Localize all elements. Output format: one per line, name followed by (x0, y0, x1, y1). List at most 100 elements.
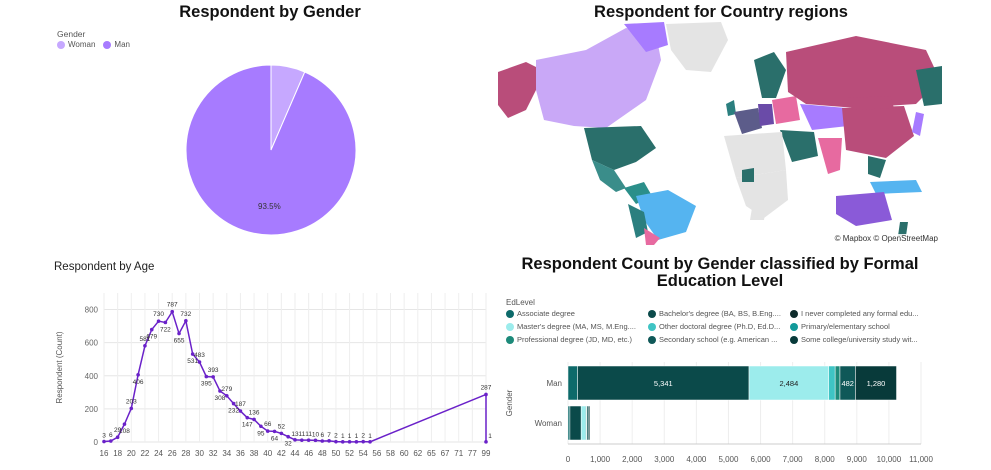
map-region-china[interactable] (842, 106, 914, 158)
education-legend-item[interactable]: Primary/elementary school (790, 322, 890, 331)
map-region-far-east[interactable] (916, 66, 942, 106)
map-region-mexico[interactable] (592, 160, 626, 192)
age-data-point[interactable] (361, 439, 366, 444)
age-data-point[interactable] (102, 439, 106, 444)
education-bar-segment[interactable] (587, 405, 591, 441)
map-region-indonesia[interactable] (870, 180, 922, 194)
map-region-europe-west[interactable] (734, 108, 762, 134)
map-region-japan[interactable] (912, 112, 924, 136)
age-x-tick-label: 99 (482, 449, 491, 458)
age-data-point[interactable] (204, 374, 209, 379)
map-region-india[interactable] (818, 138, 842, 174)
education-legend-item[interactable]: Other doctoral degree (Ph.D, Ed.D... (648, 322, 780, 331)
age-data-point[interactable] (231, 401, 236, 406)
map-region-eastern-europe[interactable] (772, 96, 800, 124)
age-data-point[interactable] (279, 431, 284, 436)
map-region-mongolia[interactable] (848, 96, 894, 110)
education-bar-segment[interactable] (580, 405, 586, 441)
age-data-point[interactable] (334, 439, 338, 444)
age-data-point[interactable] (190, 352, 195, 356)
age-data-point[interactable] (272, 429, 277, 434)
age-data-point[interactable] (354, 440, 359, 444)
map-region-middle-east[interactable] (780, 130, 818, 162)
education-stacked-bar-chart[interactable]: 0 1,000 2,000 3,000 4,000 5,000 6,000 7,000 8,00… (496, 250, 944, 470)
age-data-label: 1 (341, 433, 345, 440)
age-data-point[interactable] (484, 440, 488, 444)
age-data-point[interactable] (313, 438, 318, 443)
education-bar-segment[interactable] (748, 365, 829, 401)
age-data-point[interactable] (218, 389, 222, 393)
age-data-point[interactable] (143, 344, 147, 348)
education-legend-item[interactable]: Professional degree (JD, MD, etc.) (506, 335, 632, 344)
age-data-point[interactable] (286, 434, 290, 439)
education-x-tick-label: 0 (566, 455, 571, 464)
gender-pie-chart[interactable]: 93.5% (0, 0, 495, 250)
age-data-point[interactable] (306, 438, 311, 442)
education-bar-segment[interactable] (569, 405, 582, 441)
education-legend-item[interactable]: Associate degree (506, 309, 575, 318)
age-data-point[interactable] (484, 392, 488, 397)
age-data-point[interactable] (300, 438, 304, 442)
age-data-point[interactable] (327, 439, 331, 443)
education-bar-segment[interactable] (567, 365, 578, 401)
age-data-point[interactable] (170, 309, 175, 314)
age-data-point[interactable] (293, 438, 297, 442)
map-region-peru[interactable] (628, 204, 648, 238)
age-data-point[interactable] (109, 439, 113, 443)
map-region-southeast-asia[interactable] (868, 156, 886, 178)
age-data-point[interactable] (149, 327, 154, 332)
map-region-argentina[interactable] (644, 228, 660, 245)
age-data-point[interactable] (184, 319, 188, 323)
age-data-point[interactable] (156, 319, 161, 323)
age-data-point[interactable] (224, 394, 229, 398)
age-data-label: 3 (102, 433, 106, 440)
education-legend-item[interactable]: Bachelor's degree (BA, BS, B.Eng.... (648, 309, 781, 318)
age-data-point[interactable] (211, 375, 215, 379)
age-data-point[interactable] (177, 331, 181, 336)
age-data-point[interactable] (238, 409, 243, 413)
map-region-south-africa[interactable] (750, 206, 766, 220)
age-data-point[interactable] (245, 415, 250, 420)
map-region-greenland[interactable] (666, 22, 728, 72)
map-region-usa[interactable] (584, 126, 656, 170)
education-bar-segment[interactable] (828, 365, 836, 401)
age-data-point[interactable] (259, 424, 263, 429)
map-region-nigeria[interactable] (742, 168, 754, 182)
age-data-label: 187 (235, 401, 246, 408)
age-data-point[interactable] (129, 406, 134, 411)
age-data-point[interactable] (122, 422, 127, 426)
map-region-north-africa[interactable] (724, 132, 786, 178)
age-data-point[interactable] (340, 440, 345, 444)
map-region-australia[interactable] (836, 192, 892, 226)
age-data-point[interactable] (163, 320, 168, 325)
map-region-kazakhstan[interactable] (800, 104, 848, 130)
map-region-new-zealand[interactable] (898, 222, 908, 236)
map-region-brazil[interactable] (636, 190, 696, 240)
education-legend-item[interactable]: Some college/university study wit... (790, 335, 918, 344)
age-data-point[interactable] (320, 439, 325, 443)
education-bar-segment[interactable] (567, 405, 571, 441)
map-region-canada-north[interactable] (624, 22, 668, 52)
pie-slice-man[interactable] (185, 64, 357, 236)
age-data-point[interactable] (197, 360, 202, 364)
world-map[interactable] (496, 0, 944, 245)
map-region-germany[interactable] (758, 104, 774, 126)
map-region-uk[interactable] (726, 100, 736, 116)
map-region-alaska[interactable] (498, 62, 538, 118)
map-region-scandinavia[interactable] (754, 52, 786, 98)
age-data-point[interactable] (115, 435, 120, 439)
age-data-point[interactable] (265, 429, 270, 433)
map-region-russia[interactable] (786, 36, 940, 108)
map-region-canada[interactable] (536, 28, 661, 128)
education-legend-item[interactable]: Master's degree (MA, MS, M.Eng.... (506, 322, 636, 331)
age-data-point[interactable] (347, 440, 352, 444)
education-legend-item[interactable]: Secondary school (e.g. American ... (648, 335, 777, 344)
age-data-point[interactable] (136, 372, 140, 377)
education-bar-segment[interactable] (834, 365, 841, 401)
education-legend-item[interactable]: I never completed any formal edu... (790, 309, 919, 318)
age-data-point[interactable] (252, 417, 256, 422)
age-data-label: 136 (249, 409, 260, 416)
education-bar-segment[interactable] (855, 365, 897, 401)
age-data-point[interactable] (368, 440, 372, 444)
